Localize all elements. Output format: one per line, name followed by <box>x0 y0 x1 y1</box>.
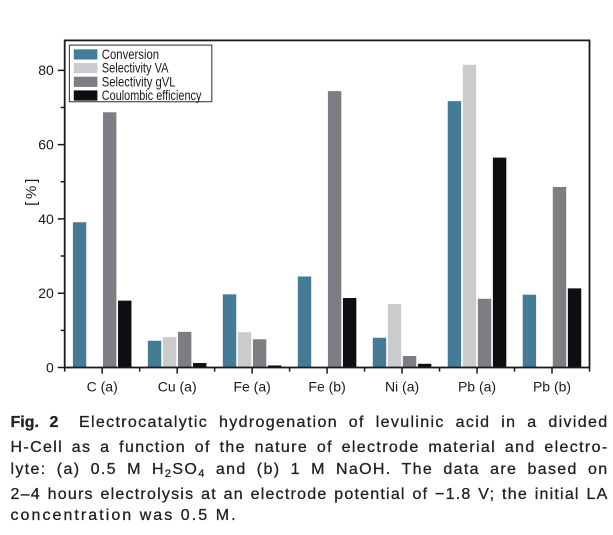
svg-text:Pb (b): Pb (b) <box>533 379 571 395</box>
svg-text:80: 80 <box>38 62 54 78</box>
svg-text:Fe (a): Fe (a) <box>233 379 270 395</box>
svg-text:Pb (a): Pb (a) <box>458 379 496 395</box>
svg-text:Fe (b): Fe (b) <box>308 379 345 395</box>
svg-text:C (a): C (a) <box>87 379 118 395</box>
svg-text:Ni (a): Ni (a) <box>385 379 419 395</box>
svg-text:0: 0 <box>46 359 54 375</box>
svg-text:20: 20 <box>38 285 54 301</box>
svg-text:[%]: [%] <box>23 179 40 206</box>
svg-text:Cu (a): Cu (a) <box>158 379 197 395</box>
svg-text:Selectivity VA: Selectivity VA <box>102 60 169 76</box>
svg-text:Selectivity gVL: Selectivity gVL <box>102 73 176 89</box>
svg-text:Coulombic efficiency: Coulombic efficiency <box>102 87 202 103</box>
svg-text:40: 40 <box>38 211 54 227</box>
svg-text:60: 60 <box>38 137 54 153</box>
svg-text:Conversion: Conversion <box>102 46 159 62</box>
